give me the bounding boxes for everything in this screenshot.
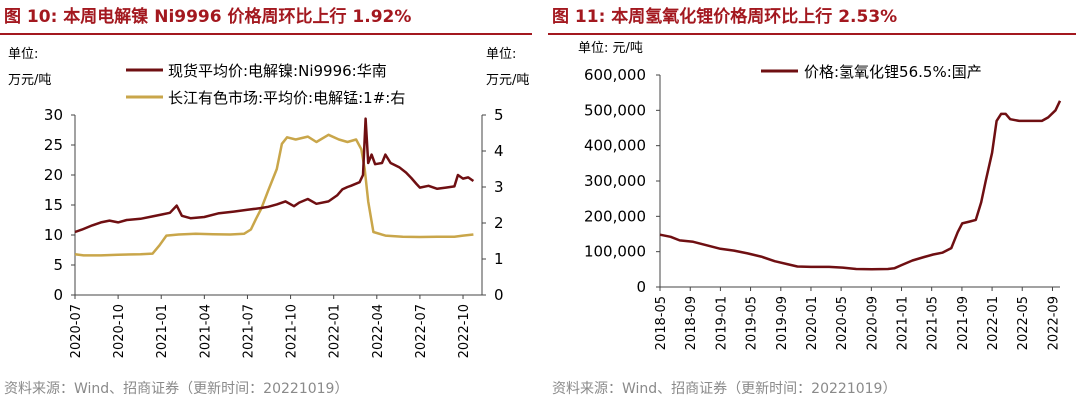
y-tick-label-left: 30	[44, 106, 63, 124]
series-line-manganese	[74, 133, 474, 257]
y-tick-label-left: 20	[44, 166, 63, 184]
source-note: 资料来源：Wind、招商证券（更新时间：20221019）	[4, 381, 349, 397]
x-tick-label: 2021-07	[241, 304, 256, 358]
y-tick-label: 400,000	[584, 137, 646, 155]
title-rule	[0, 33, 532, 35]
x-tick-label: 2022-01	[986, 296, 1001, 350]
x-tick-label: 2021-09	[956, 296, 971, 350]
chart-panel-lithium: 图 11: 本周氢氧化锂价格周环比上行 2.53% 单位: 元/吨 0 100,00…	[548, 0, 1080, 403]
source-note: 资料来源：Wind、招商证券（更新时间：20221019）	[552, 381, 897, 397]
chart-panel-nickel: 图 10: 本周电解镍 Ni9996 价格周环比上行 1.92% 单位: 万元/吨…	[0, 7, 532, 397]
y-tick-label-left: 5	[53, 256, 63, 274]
y-tick-label-left: 10	[44, 226, 63, 244]
y-tick-label: 500,000	[584, 101, 646, 119]
x-tick-label: 2021-01	[896, 296, 911, 350]
y-tick-label: 100,000	[584, 243, 646, 261]
y-tick-label: 200,000	[584, 207, 646, 225]
x-tick-label: 2018-09	[684, 296, 699, 350]
figure-title: 图 10: 本周电解镍 Ni9996 价格周环比上行 1.92%	[4, 7, 412, 27]
x-tick-label: 2022-05	[1016, 296, 1031, 350]
figure-title: 图 11: 本周氢氧化锂价格周环比上行 2.53%	[552, 7, 898, 27]
x-tick-label: 2020-09	[865, 296, 880, 350]
y-tick-label-right: 2	[494, 214, 504, 232]
y-tick-label: 600,000	[584, 66, 646, 84]
y-tick-label: 300,000	[584, 172, 646, 190]
x-tick-label: 2019-09	[775, 296, 790, 350]
x-tick-label: 2020-10	[112, 304, 127, 358]
x-tick-label: 2022-07	[414, 304, 429, 358]
left-axis-unit-label: 万元/吨	[8, 73, 51, 88]
x-tick-label: 2022-01	[328, 304, 343, 358]
x-tick-label: 2020-05	[835, 296, 850, 350]
y-tick-label-right: 4	[494, 142, 504, 160]
x-tick-label: 2021-10	[285, 304, 300, 358]
y-tick-label-right: 1	[494, 250, 504, 268]
y-tick-label-left: 0	[53, 286, 63, 304]
y-tick-label-left: 15	[44, 196, 63, 214]
x-tick-label: 2020-01	[805, 296, 820, 350]
x-tick-label: 2022-04	[371, 304, 386, 358]
nickel-manganese-chart: 单位: 万元/吨 单位: 万元/吨 0 5 10 15 20 25 30 0 1 2 3 4 5 2020-07 2…	[8, 47, 529, 358]
series-line-lithium-hydroxide	[659, 100, 1062, 271]
y-tick-label-right: 5	[494, 106, 504, 124]
left-axis-unit-label: 单位:	[8, 47, 38, 62]
y-axis-unit-label: 单位: 元/吨	[578, 41, 643, 56]
y-tick-label: 0	[636, 278, 646, 296]
x-tick-label: 2019-05	[745, 296, 760, 350]
x-tick-label: 2021-05	[926, 296, 941, 350]
series-line-nickel	[74, 117, 475, 234]
right-axis-unit-label: 单位:	[486, 47, 516, 62]
lithium-hydroxide-chart: 单位: 元/吨 0 100,000 200,000 300,000 400,000 500,…	[578, 41, 1062, 350]
y-tick-label-right: 3	[494, 178, 504, 196]
x-tick-label: 2021-04	[198, 304, 213, 358]
legend-label-nickel: 现货平均价:电解镍:Ni9996:华南	[168, 62, 387, 80]
x-tick-label: 2019-01	[714, 296, 729, 350]
legend-label-lithium: 价格:氢氧化锂56.5%:国产	[804, 63, 982, 81]
y-tick-label-right: 0	[494, 286, 504, 304]
x-tick-label: 2018-05	[654, 296, 669, 350]
x-tick-label: 2020-07	[69, 304, 84, 358]
legend-label-manganese: 长江有色市场:平均价:电解锰:1#:右	[168, 89, 405, 107]
x-tick-label: 2021-01	[155, 304, 170, 358]
right-axis-unit-label: 万元/吨	[486, 73, 529, 88]
x-tick-label: 2022-10	[457, 304, 472, 358]
title-rule	[548, 33, 1076, 35]
y-tick-label-left: 25	[44, 136, 63, 154]
x-tick-label: 2022-09	[1046, 296, 1061, 350]
